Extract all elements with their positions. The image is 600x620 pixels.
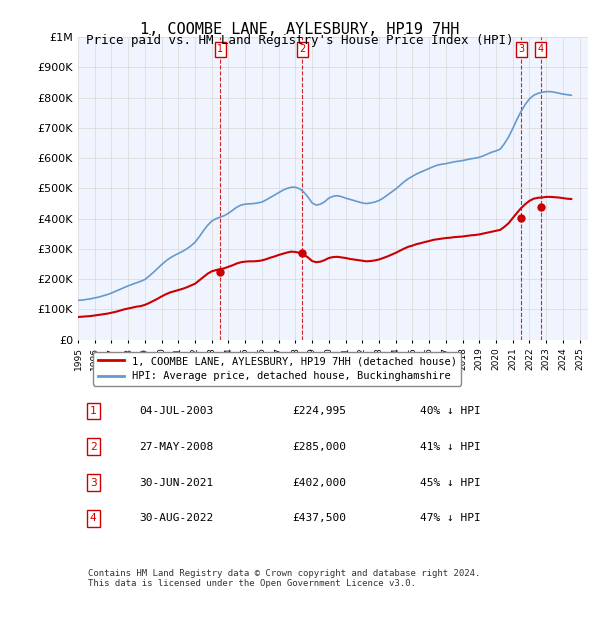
- Text: 3: 3: [518, 44, 524, 55]
- Text: Price paid vs. HM Land Registry's House Price Index (HPI): Price paid vs. HM Land Registry's House …: [86, 34, 514, 47]
- Text: £285,000: £285,000: [292, 441, 346, 452]
- Text: £224,995: £224,995: [292, 406, 346, 416]
- Text: 1: 1: [217, 44, 223, 55]
- Text: 4: 4: [538, 44, 544, 55]
- Text: 2: 2: [299, 44, 305, 55]
- Text: 2: 2: [90, 441, 97, 452]
- Text: £437,500: £437,500: [292, 513, 346, 523]
- Text: 40% ↓ HPI: 40% ↓ HPI: [420, 406, 481, 416]
- Text: 27-MAY-2008: 27-MAY-2008: [139, 441, 214, 452]
- Text: Contains HM Land Registry data © Crown copyright and database right 2024.
This d: Contains HM Land Registry data © Crown c…: [88, 569, 481, 588]
- Text: 30-JUN-2021: 30-JUN-2021: [139, 477, 214, 487]
- Text: 1: 1: [90, 406, 97, 416]
- Text: 3: 3: [90, 477, 97, 487]
- Text: £402,000: £402,000: [292, 477, 346, 487]
- Text: 1, COOMBE LANE, AYLESBURY, HP19 7HH: 1, COOMBE LANE, AYLESBURY, HP19 7HH: [140, 22, 460, 37]
- Text: 04-JUL-2003: 04-JUL-2003: [139, 406, 214, 416]
- Text: 30-AUG-2022: 30-AUG-2022: [139, 513, 214, 523]
- Legend: 1, COOMBE LANE, AYLESBURY, HP19 7HH (detached house), HPI: Average price, detach: 1, COOMBE LANE, AYLESBURY, HP19 7HH (det…: [94, 352, 461, 386]
- Text: 47% ↓ HPI: 47% ↓ HPI: [420, 513, 481, 523]
- Text: 4: 4: [90, 513, 97, 523]
- Text: 45% ↓ HPI: 45% ↓ HPI: [420, 477, 481, 487]
- Text: 41% ↓ HPI: 41% ↓ HPI: [420, 441, 481, 452]
